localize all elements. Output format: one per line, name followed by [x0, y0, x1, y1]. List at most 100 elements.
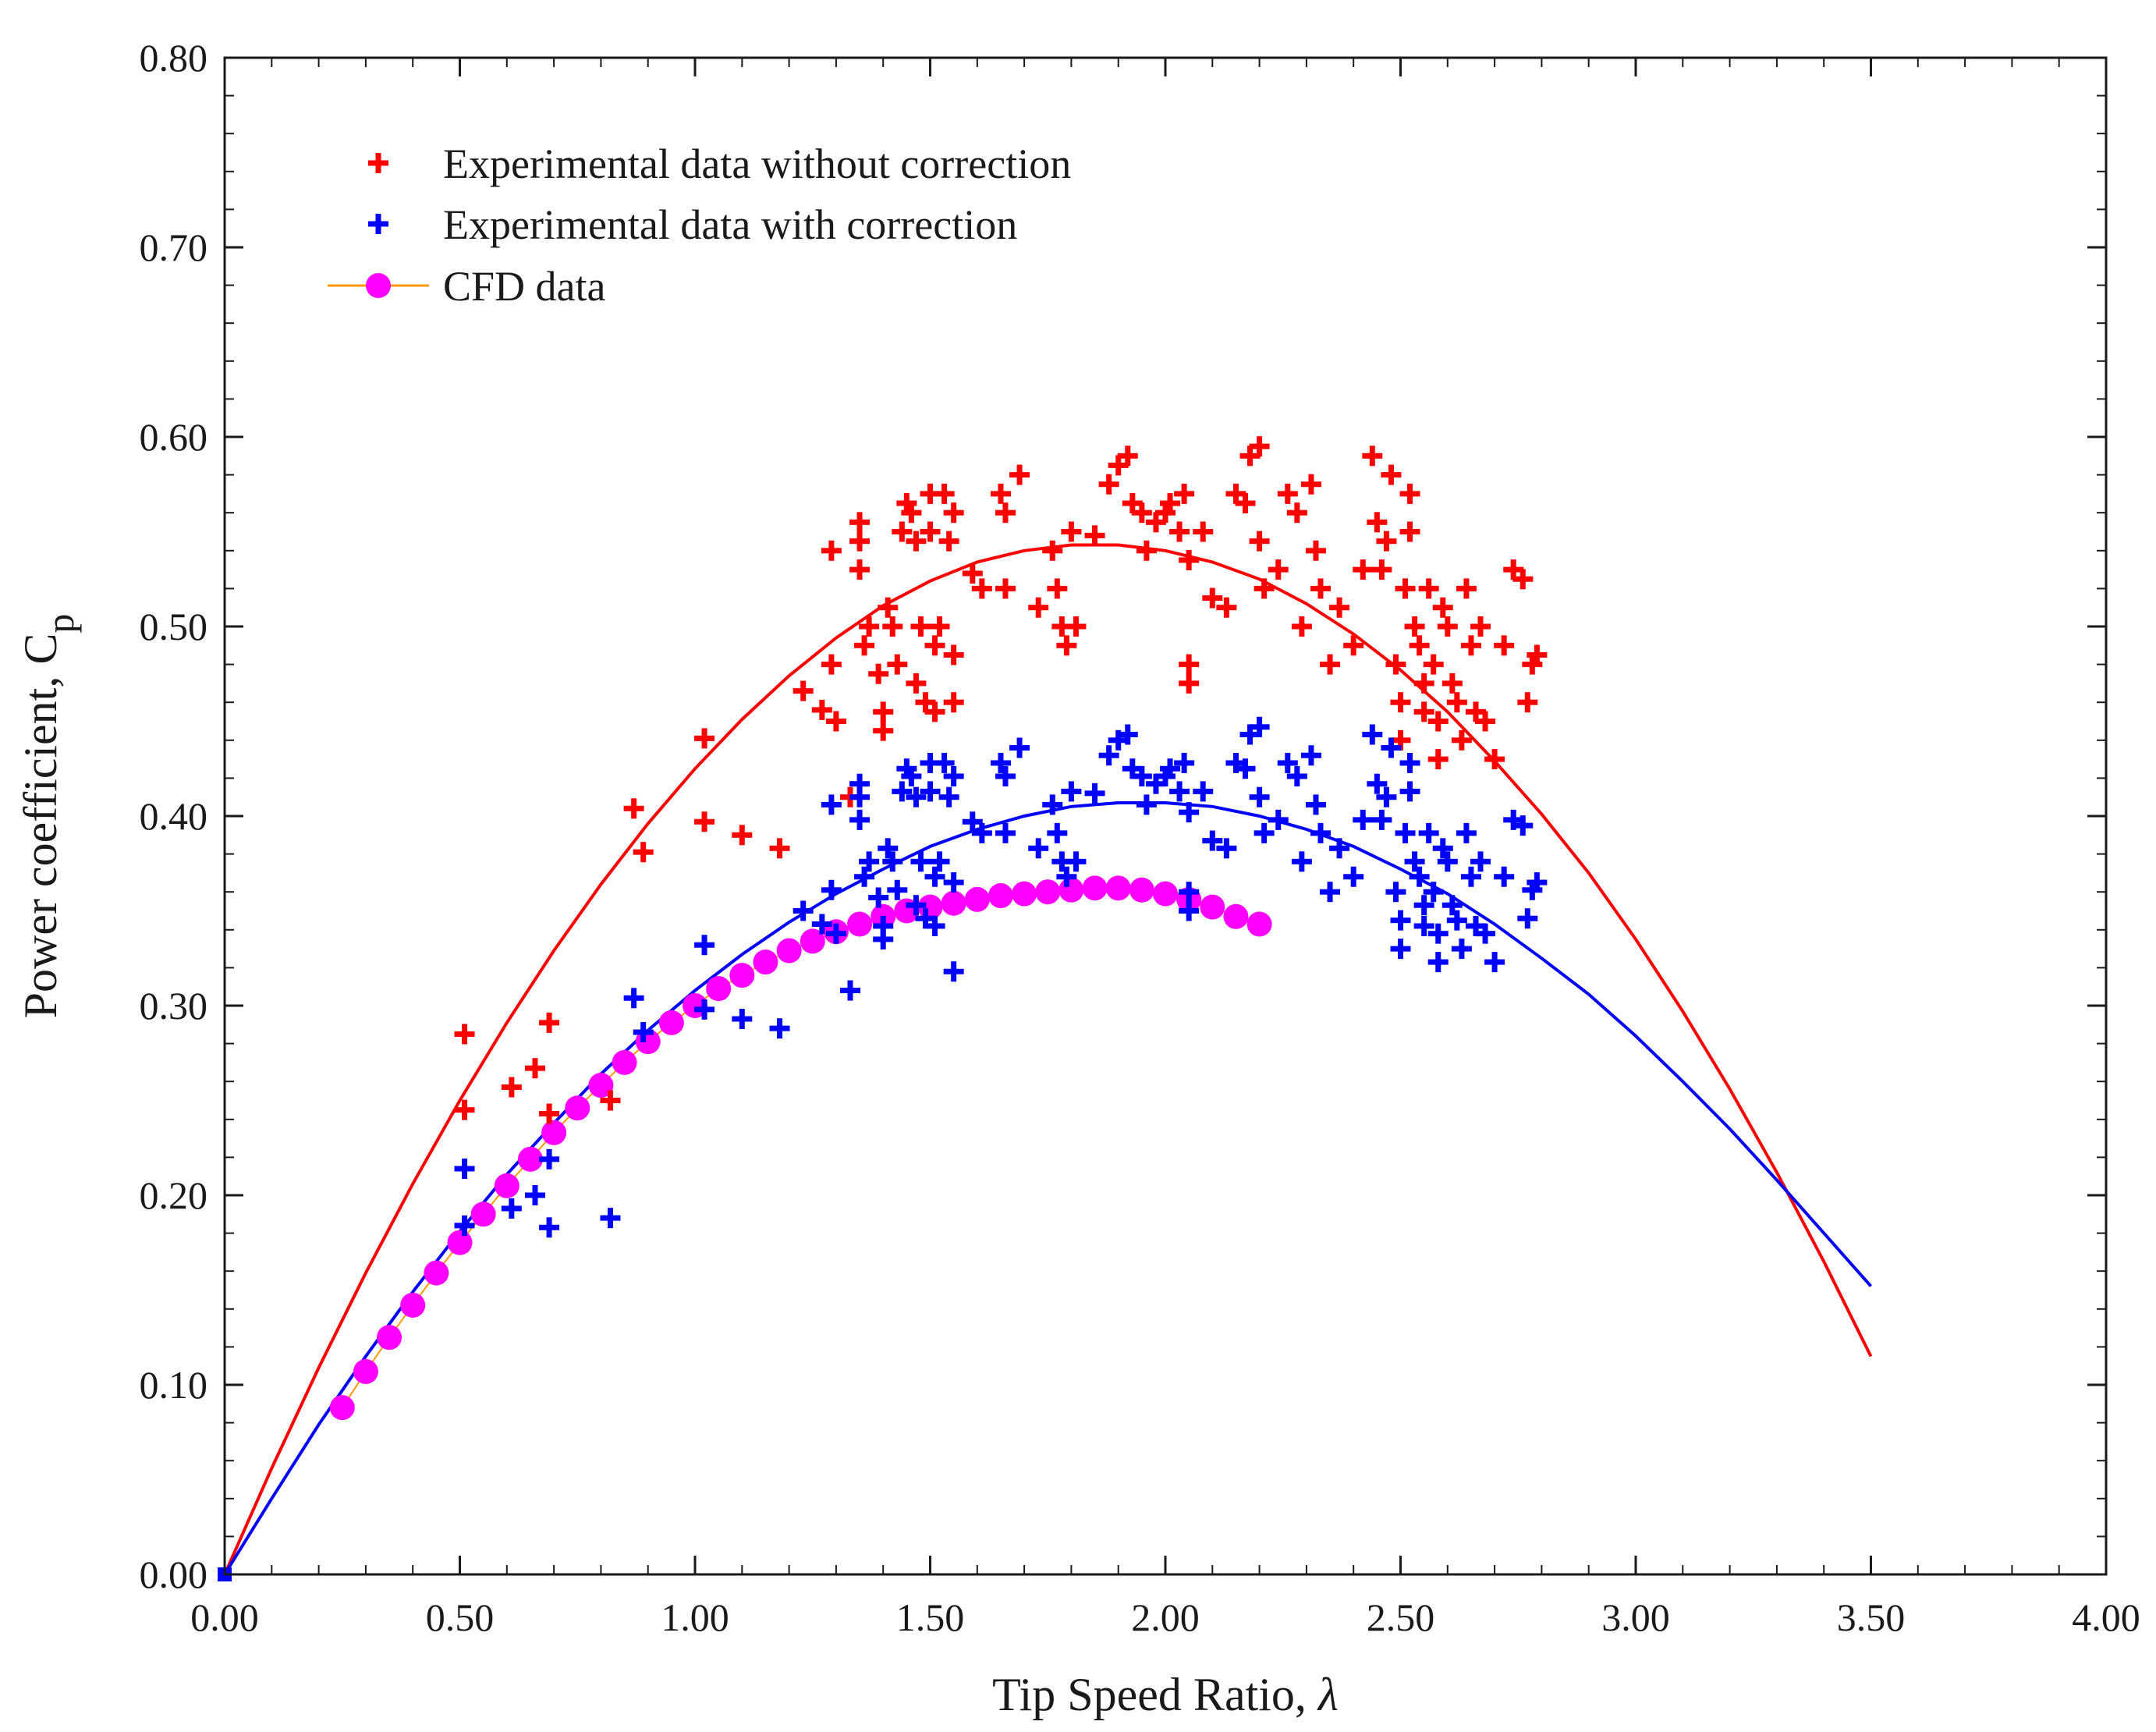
uncorrected-point [1343, 635, 1364, 656]
corrected-point [1179, 882, 1200, 903]
corrected-point [1527, 872, 1548, 893]
uncorrected-point [1427, 711, 1449, 732]
x-tick-label: 1.50 [896, 1595, 965, 1639]
corrected-point [1202, 830, 1223, 851]
corrected-point [1145, 773, 1166, 794]
corrected-point [1432, 838, 1453, 859]
uncorrected-point [1494, 635, 1515, 656]
uncorrected-point [1399, 483, 1420, 504]
corrected-point [1390, 910, 1411, 931]
corrected-point [971, 822, 992, 843]
uncorrected-point [1174, 483, 1195, 504]
uncorrected-point [1376, 531, 1397, 552]
uncorrected-point [1155, 502, 1176, 524]
uncorrected-point [896, 493, 917, 514]
corrected-point [1310, 822, 1331, 843]
cfd-point [1153, 881, 1178, 907]
corrected-point [821, 794, 842, 815]
uncorrected-point [694, 728, 715, 749]
uncorrected-point [1329, 597, 1350, 618]
legend-marker-uncorrected [368, 153, 388, 173]
corrected-point [1427, 952, 1449, 973]
uncorrected-point [1169, 521, 1190, 542]
corrected-point [1381, 737, 1402, 758]
corrected-point [732, 1009, 753, 1030]
corrected-point [1131, 765, 1152, 786]
uncorrected-point [1254, 578, 1275, 599]
y-tick-label: 0.20 [140, 1173, 208, 1217]
uncorrected-point [920, 483, 941, 504]
uncorrected-point [943, 502, 964, 524]
uncorrected-point [811, 699, 832, 720]
y-axis-title: Power coefficient, Cp [15, 614, 82, 1019]
corrected-point [839, 980, 860, 1001]
uncorrected-point [1277, 483, 1298, 504]
corrected-point [1362, 724, 1383, 745]
corrected-point [821, 879, 842, 900]
corrected-point [1427, 923, 1449, 944]
corrected-point [1385, 882, 1406, 903]
cfd-point [329, 1395, 355, 1421]
uncorrected-point [849, 512, 871, 533]
corrected-point [1225, 752, 1246, 773]
uncorrected-point [1042, 540, 1063, 561]
corrected-point [859, 851, 880, 872]
uncorrected-point [1413, 701, 1434, 722]
uncorrected-point [1268, 559, 1289, 580]
corrected-point [539, 1217, 560, 1238]
uncorrected-point [825, 711, 846, 732]
uncorrected-point [1098, 474, 1119, 495]
uncorrected-point [1460, 635, 1481, 656]
uncorrected-point [1512, 569, 1534, 590]
corrected-point [1193, 781, 1214, 802]
uncorrected-point [623, 798, 644, 819]
corrected-point [694, 935, 715, 956]
corrected-point [938, 786, 959, 807]
cfd-point [517, 1146, 543, 1172]
uncorrected-point [878, 597, 899, 618]
cfd-series [329, 875, 1272, 1421]
uncorrected-point [1404, 616, 1425, 637]
corrected-point [811, 914, 832, 935]
corrected-point [962, 811, 983, 832]
cfd-point [1058, 877, 1084, 903]
corrected-point [1437, 851, 1458, 872]
corrected-point [1122, 758, 1143, 779]
corrected-point [1399, 752, 1420, 773]
corrected-point [600, 1208, 621, 1229]
y-axis-title-subscript: p [38, 614, 82, 634]
uncorrected-point [732, 825, 753, 846]
corrected-point [1353, 809, 1374, 830]
uncorrected-point [1390, 692, 1411, 713]
uncorrected-point [821, 540, 842, 561]
corrected-point [920, 781, 941, 802]
uncorrected-point [821, 654, 842, 675]
corrected-point [1512, 815, 1534, 836]
uncorrected-point [1193, 521, 1214, 542]
cfd-point [612, 1049, 637, 1075]
corrected-point [1286, 765, 1307, 786]
uncorrected-point [1179, 549, 1200, 570]
corrected-point [943, 765, 964, 786]
uncorrected-point [1451, 729, 1472, 751]
cfd-point [1035, 879, 1061, 905]
corrected-point [793, 900, 814, 921]
uncorrected-point [892, 521, 913, 542]
uncorrected-point [1522, 654, 1543, 675]
x-axis-title-text: Tip Speed Ratio, [992, 1669, 1318, 1720]
corrected-point [1456, 822, 1477, 843]
corrected-point [1371, 809, 1392, 830]
corrected-point [1051, 851, 1073, 872]
corrected-point [1291, 851, 1312, 872]
uncorrected-point [1225, 483, 1246, 504]
uncorrected-point [1418, 578, 1439, 599]
uncorrected-point [1009, 464, 1030, 485]
uncorrected-point [539, 1012, 560, 1033]
x-tick-label: 3.00 [1601, 1595, 1670, 1639]
corrected-point [1042, 794, 1063, 815]
corrected-point [849, 773, 871, 794]
corrected-point [1117, 724, 1138, 745]
uncorrected-point [793, 680, 814, 701]
uncorrected-point [1527, 644, 1548, 665]
corrected-point [1423, 882, 1444, 903]
